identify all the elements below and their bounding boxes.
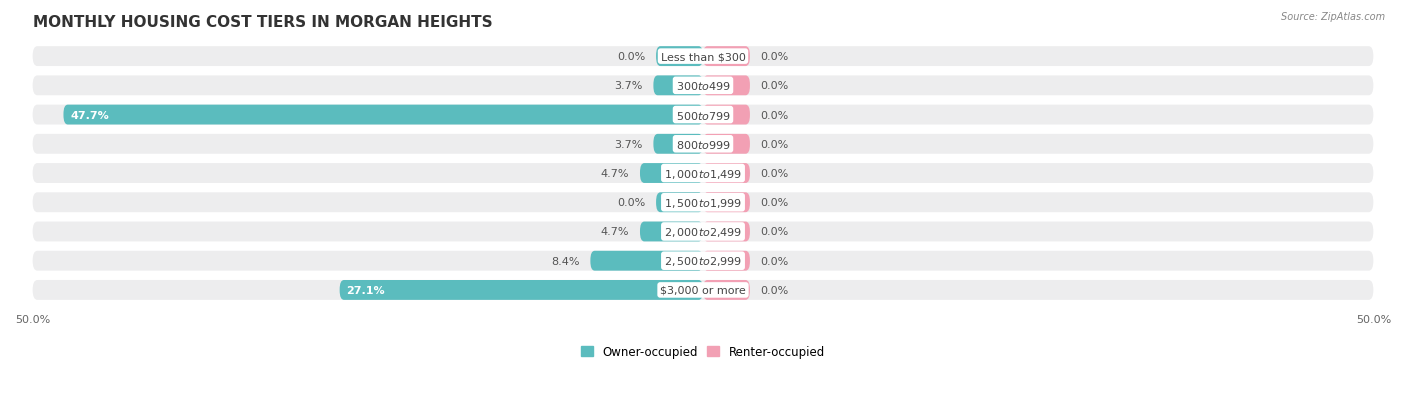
Text: $300 to $499: $300 to $499 xyxy=(675,80,731,92)
Text: $1,000 to $1,499: $1,000 to $1,499 xyxy=(664,167,742,180)
FancyBboxPatch shape xyxy=(703,280,749,300)
FancyBboxPatch shape xyxy=(703,47,749,67)
FancyBboxPatch shape xyxy=(591,251,703,271)
FancyBboxPatch shape xyxy=(32,47,1374,67)
Text: 3.7%: 3.7% xyxy=(614,81,643,91)
Text: $3,000 or more: $3,000 or more xyxy=(661,285,745,295)
Text: 4.7%: 4.7% xyxy=(600,227,630,237)
FancyBboxPatch shape xyxy=(32,76,1374,96)
FancyBboxPatch shape xyxy=(32,135,1374,154)
Text: 0.0%: 0.0% xyxy=(617,52,645,62)
FancyBboxPatch shape xyxy=(32,280,1374,300)
Text: $2,000 to $2,499: $2,000 to $2,499 xyxy=(664,225,742,238)
Text: 0.0%: 0.0% xyxy=(761,227,789,237)
FancyBboxPatch shape xyxy=(32,105,1374,125)
Text: Less than $300: Less than $300 xyxy=(661,52,745,62)
FancyBboxPatch shape xyxy=(703,222,749,242)
FancyBboxPatch shape xyxy=(703,164,749,183)
Text: 0.0%: 0.0% xyxy=(761,256,789,266)
FancyBboxPatch shape xyxy=(32,251,1374,271)
Text: 27.1%: 27.1% xyxy=(346,285,385,295)
FancyBboxPatch shape xyxy=(657,47,703,67)
FancyBboxPatch shape xyxy=(703,193,749,213)
FancyBboxPatch shape xyxy=(657,193,703,213)
Text: 3.7%: 3.7% xyxy=(614,140,643,150)
FancyBboxPatch shape xyxy=(63,105,703,125)
Text: 0.0%: 0.0% xyxy=(761,110,789,120)
FancyBboxPatch shape xyxy=(703,251,749,271)
Text: 0.0%: 0.0% xyxy=(761,81,789,91)
Text: 4.7%: 4.7% xyxy=(600,169,630,178)
FancyBboxPatch shape xyxy=(32,222,1374,242)
FancyBboxPatch shape xyxy=(703,135,749,154)
Text: MONTHLY HOUSING COST TIERS IN MORGAN HEIGHTS: MONTHLY HOUSING COST TIERS IN MORGAN HEI… xyxy=(32,15,492,30)
Text: Source: ZipAtlas.com: Source: ZipAtlas.com xyxy=(1281,12,1385,22)
Legend: Owner-occupied, Renter-occupied: Owner-occupied, Renter-occupied xyxy=(576,341,830,363)
Text: 0.0%: 0.0% xyxy=(761,198,789,208)
Text: $1,500 to $1,999: $1,500 to $1,999 xyxy=(664,196,742,209)
Text: 0.0%: 0.0% xyxy=(761,140,789,150)
Text: 0.0%: 0.0% xyxy=(761,52,789,62)
FancyBboxPatch shape xyxy=(640,164,703,183)
Text: 8.4%: 8.4% xyxy=(551,256,579,266)
Text: 0.0%: 0.0% xyxy=(617,198,645,208)
FancyBboxPatch shape xyxy=(703,105,749,125)
FancyBboxPatch shape xyxy=(32,164,1374,183)
Text: $800 to $999: $800 to $999 xyxy=(675,138,731,150)
FancyBboxPatch shape xyxy=(654,135,703,154)
FancyBboxPatch shape xyxy=(654,76,703,96)
FancyBboxPatch shape xyxy=(640,222,703,242)
FancyBboxPatch shape xyxy=(703,76,749,96)
FancyBboxPatch shape xyxy=(340,280,703,300)
Text: $2,500 to $2,999: $2,500 to $2,999 xyxy=(664,254,742,268)
Text: 0.0%: 0.0% xyxy=(761,169,789,178)
Text: 47.7%: 47.7% xyxy=(70,110,108,120)
FancyBboxPatch shape xyxy=(32,193,1374,213)
Text: 0.0%: 0.0% xyxy=(761,285,789,295)
Text: $500 to $799: $500 to $799 xyxy=(675,109,731,121)
